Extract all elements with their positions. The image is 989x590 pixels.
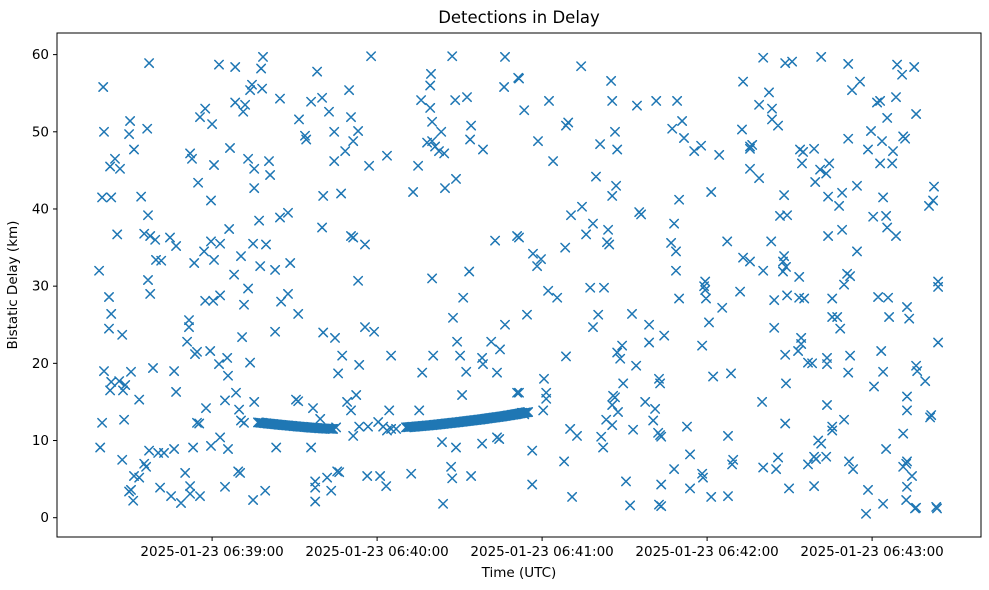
scatter-markers-clutter-detections [94,51,944,519]
x-axis-label: Time (UTC) [481,565,557,581]
y-tick-label: 10 [32,433,49,449]
y-tick-label: 20 [32,356,49,372]
y-tick-label: 50 [32,124,49,140]
x-tick-label: 2025-01-23 06:39:00 [140,544,283,560]
data-points [94,51,944,519]
x-tick-label: 2025-01-23 06:43:00 [800,544,943,560]
y-tick-label: 60 [32,47,49,63]
chart-title: Detections in Delay [438,8,600,27]
y-axis-label: Bistatic Delay (km) [5,221,21,350]
scatter-markers-target-track-segment-2 [401,407,534,433]
y-tick-label: 30 [32,279,49,295]
axes-frame [56,32,982,538]
x-tick-label: 2025-01-23 06:41:00 [470,544,613,560]
x-tick-label: 2025-01-23 06:40:00 [305,544,448,560]
y-tick-label: 40 [32,201,49,217]
x-tick-label: 2025-01-23 06:42:00 [635,544,778,560]
scatter-markers-target-track-segment-1 [253,417,339,434]
y-tick-label: 0 [40,510,49,526]
axis-ticks: 2025-01-23 06:39:00 2025-01-23 06:40:00 20… [32,47,944,560]
